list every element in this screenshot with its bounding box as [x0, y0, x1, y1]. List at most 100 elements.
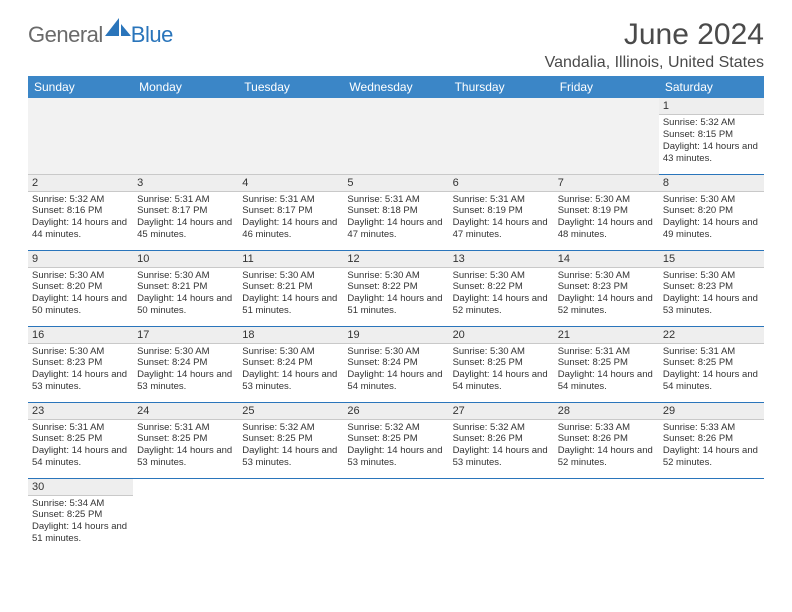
day-number: 13: [449, 251, 554, 268]
calendar-table: SundayMondayTuesdayWednesdayThursdayFrid…: [28, 76, 764, 554]
day-number: 18: [238, 327, 343, 344]
day-number: 9: [28, 251, 133, 268]
day-details: Sunrise: 5:31 AMSunset: 8:25 PMDaylight:…: [32, 422, 129, 470]
day-details: Sunrise: 5:30 AMSunset: 8:19 PMDaylight:…: [558, 194, 655, 242]
day-number: 30: [28, 479, 133, 496]
day-details: Sunrise: 5:31 AMSunset: 8:25 PMDaylight:…: [558, 346, 655, 394]
blank-cell: [343, 98, 448, 174]
day-details: Sunrise: 5:30 AMSunset: 8:21 PMDaylight:…: [242, 270, 339, 318]
day-details: Sunrise: 5:30 AMSunset: 8:23 PMDaylight:…: [558, 270, 655, 318]
day-cell: 27 Sunrise: 5:32 AMSunset: 8:26 PMDayligh…: [449, 402, 554, 478]
blank-cell: [28, 98, 133, 174]
day-number: 19: [343, 327, 448, 344]
logo: General Blue: [28, 22, 173, 48]
week-row: 2Sunrise: 5:32 AMSunset: 8:16 PMDaylight…: [28, 174, 764, 250]
day-details: Sunrise: 5:31 AMSunset: 8:17 PMDaylight:…: [137, 194, 234, 242]
day-details: Sunrise: 5:34 AMSunset: 8:25 PMDaylight:…: [32, 498, 129, 546]
day-cell: 1Sunrise: 5:32 AMSunset: 8:15 PMDaylight…: [659, 98, 764, 174]
blank-cell: [449, 98, 554, 174]
day-details: Sunrise: 5:33 AMSunset: 8:26 PMDaylight:…: [663, 422, 760, 470]
blank-cell: [554, 478, 659, 554]
day-cell: 6 Sunrise: 5:31 AMSunset: 8:19 PMDaylight…: [449, 174, 554, 250]
day-details: Sunrise: 5:31 AMSunset: 8:25 PMDaylight:…: [137, 422, 234, 470]
week-row: 23Sunrise: 5:31 AMSunset: 8:25 PMDayligh…: [28, 402, 764, 478]
calendar-head: SundayMondayTuesdayWednesdayThursdayFrid…: [28, 76, 764, 98]
week-row: 9 Sunrise: 5:30 AMSunset: 8:20 PMDaylight…: [28, 250, 764, 326]
day-header: Wednesday: [343, 76, 448, 98]
blank-cell: [238, 98, 343, 174]
day-cell: 9 Sunrise: 5:30 AMSunset: 8:20 PMDaylight…: [28, 250, 133, 326]
day-cell: 22Sunrise: 5:31 AMSunset: 8:25 PMDayligh…: [659, 326, 764, 402]
day-header: Monday: [133, 76, 238, 98]
day-cell: 26Sunrise: 5:32 AMSunset: 8:25 PMDayligh…: [343, 402, 448, 478]
day-number: 24: [133, 403, 238, 420]
day-number: 5: [343, 175, 448, 192]
day-details: Sunrise: 5:30 AMSunset: 8:23 PMDaylight:…: [663, 270, 760, 318]
day-number: 6: [449, 175, 554, 192]
day-number: 29: [659, 403, 764, 420]
day-details: Sunrise: 5:30 AMSunset: 8:21 PMDaylight:…: [137, 270, 234, 318]
day-cell: 3 Sunrise: 5:31 AMSunset: 8:17 PMDaylight…: [133, 174, 238, 250]
day-details: Sunrise: 5:30 AMSunset: 8:22 PMDaylight:…: [453, 270, 550, 318]
day-details: Sunrise: 5:30 AMSunset: 8:20 PMDaylight:…: [32, 270, 129, 318]
day-number: 1: [659, 98, 764, 115]
day-cell: 23Sunrise: 5:31 AMSunset: 8:25 PMDayligh…: [28, 402, 133, 478]
day-cell: 5Sunrise: 5:31 AMSunset: 8:18 PMDaylight…: [343, 174, 448, 250]
day-details: Sunrise: 5:31 AMSunset: 8:17 PMDaylight:…: [242, 194, 339, 242]
logo-text-blue: Blue: [131, 22, 173, 48]
day-number: 4: [238, 175, 343, 192]
blank-cell: [659, 478, 764, 554]
blank-cell: [133, 478, 238, 554]
day-cell: 4 Sunrise: 5:31 AMSunset: 8:17 PMDaylight…: [238, 174, 343, 250]
day-details: Sunrise: 5:31 AMSunset: 8:25 PMDaylight:…: [663, 346, 760, 394]
day-cell: 14 Sunrise: 5:30 AMSunset: 8:23 PMDayligh…: [554, 250, 659, 326]
day-number: 10: [133, 251, 238, 268]
day-details: Sunrise: 5:33 AMSunset: 8:26 PMDaylight:…: [558, 422, 655, 470]
day-number: 25: [238, 403, 343, 420]
day-cell: 20Sunrise: 5:30 AMSunset: 8:25 PMDayligh…: [449, 326, 554, 402]
day-number: 17: [133, 327, 238, 344]
day-details: Sunrise: 5:30 AMSunset: 8:24 PMDaylight:…: [137, 346, 234, 394]
blank-cell: [238, 478, 343, 554]
day-cell: 7 Sunrise: 5:30 AMSunset: 8:19 PMDaylight…: [554, 174, 659, 250]
day-number: 16: [28, 327, 133, 344]
day-cell: 28 Sunrise: 5:33 AMSunset: 8:26 PMDayligh…: [554, 402, 659, 478]
logo-text-general: General: [28, 22, 103, 48]
day-cell: 16 Sunrise: 5:30 AMSunset: 8:23 PMDayligh…: [28, 326, 133, 402]
day-header: Saturday: [659, 76, 764, 98]
day-cell: 29 Sunrise: 5:33 AMSunset: 8:26 PMDayligh…: [659, 402, 764, 478]
week-row: 16 Sunrise: 5:30 AMSunset: 8:23 PMDayligh…: [28, 326, 764, 402]
day-details: Sunrise: 5:32 AMSunset: 8:25 PMDaylight:…: [347, 422, 444, 470]
day-cell: 13 Sunrise: 5:30 AMSunset: 8:22 PMDayligh…: [449, 250, 554, 326]
blank-cell: [133, 98, 238, 174]
day-details: Sunrise: 5:30 AMSunset: 8:24 PMDaylight:…: [347, 346, 444, 394]
day-number: 14: [554, 251, 659, 268]
day-cell: 10 Sunrise: 5:30 AMSunset: 8:21 PMDayligh…: [133, 250, 238, 326]
day-number: 20: [449, 327, 554, 344]
day-cell: 21 Sunrise: 5:31 AMSunset: 8:25 PMDayligh…: [554, 326, 659, 402]
day-number: 27: [449, 403, 554, 420]
day-cell: 19 Sunrise: 5:30 AMSunset: 8:24 PMDayligh…: [343, 326, 448, 402]
week-row: 30 Sunrise: 5:34 AMSunset: 8:25 PMDayligh…: [28, 478, 764, 554]
day-header: Thursday: [449, 76, 554, 98]
day-number: 8: [659, 175, 764, 192]
day-number: 12: [343, 251, 448, 268]
day-cell: 24 Sunrise: 5:31 AMSunset: 8:25 PMDayligh…: [133, 402, 238, 478]
day-number: 28: [554, 403, 659, 420]
day-cell: 25Sunrise: 5:32 AMSunset: 8:25 PMDayligh…: [238, 402, 343, 478]
day-number: 2: [28, 175, 133, 192]
location-subtitle: Vandalia, Illinois, United States: [545, 54, 764, 72]
day-number: 21: [554, 327, 659, 344]
day-number: 3: [133, 175, 238, 192]
day-number: 7: [554, 175, 659, 192]
day-cell: 12Sunrise: 5:30 AMSunset: 8:22 PMDayligh…: [343, 250, 448, 326]
blank-cell: [554, 98, 659, 174]
day-details: Sunrise: 5:31 AMSunset: 8:19 PMDaylight:…: [453, 194, 550, 242]
month-title: June 2024: [545, 18, 764, 52]
day-header: Sunday: [28, 76, 133, 98]
day-cell: 8Sunrise: 5:30 AMSunset: 8:20 PMDaylight…: [659, 174, 764, 250]
day-details: Sunrise: 5:32 AMSunset: 8:26 PMDaylight:…: [453, 422, 550, 470]
calendar-page: General Blue June 2024 Vandalia, Illinoi…: [0, 0, 792, 572]
day-cell: 15Sunrise: 5:30 AMSunset: 8:23 PMDayligh…: [659, 250, 764, 326]
day-details: Sunrise: 5:30 AMSunset: 8:23 PMDaylight:…: [32, 346, 129, 394]
